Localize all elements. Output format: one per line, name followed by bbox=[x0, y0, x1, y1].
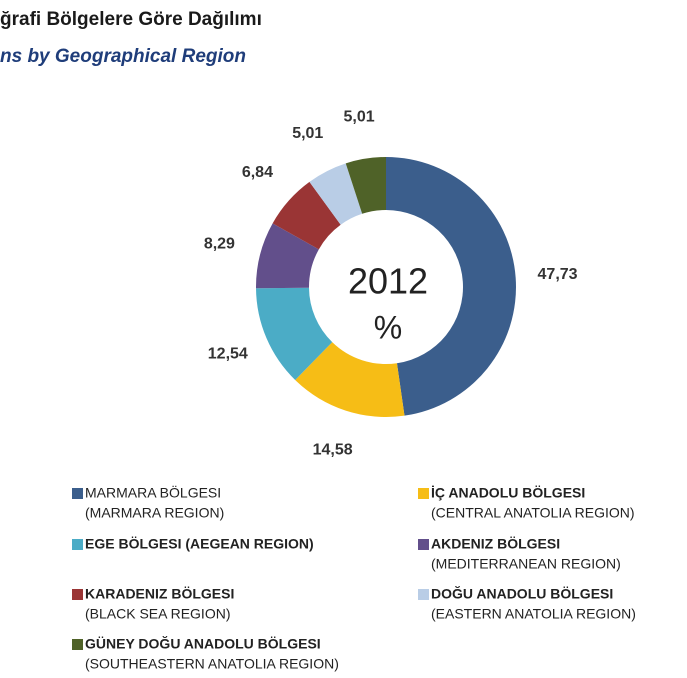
value-label: 5,01 bbox=[292, 125, 323, 142]
chart-title: ğrafi Bölgelere Göre Dağılımı bbox=[0, 9, 262, 30]
donut-slice bbox=[309, 163, 363, 225]
legend-swatch bbox=[72, 639, 83, 650]
donut-slice bbox=[295, 342, 405, 417]
donut-slice bbox=[345, 157, 386, 214]
legend-swatch bbox=[418, 488, 429, 499]
legend-label: (MARMARA REGION) bbox=[85, 505, 224, 521]
legend-label: AKDENIZ BÖLGESI bbox=[431, 536, 560, 552]
legend-label: MARMARA BÖLGESI bbox=[85, 484, 221, 501]
value-label: 8,29 bbox=[204, 235, 235, 252]
legend-label: GÜNEY DOĞU ANADOLU BÖLGESI bbox=[85, 635, 321, 652]
value-label: 12,54 bbox=[208, 346, 248, 363]
legend-label: (CENTRAL ANATOLIA REGION) bbox=[431, 505, 635, 521]
legend-label: (SOUTHEASTERN ANATOLIA REGION) bbox=[85, 656, 339, 672]
value-label: 5,01 bbox=[343, 108, 374, 125]
legend-swatch bbox=[72, 539, 83, 550]
legend-label: (EASTERN ANATOLIA REGION) bbox=[431, 606, 636, 622]
donut-slice bbox=[256, 287, 333, 381]
legend-label: DOĞU ANADOLU BÖLGESI bbox=[431, 585, 613, 602]
donut-slice bbox=[386, 157, 516, 416]
donut-slice bbox=[272, 181, 341, 250]
donut-slice bbox=[256, 223, 319, 289]
value-label: 14,58 bbox=[313, 442, 353, 459]
legend-swatch bbox=[418, 589, 429, 600]
value-label: 6,84 bbox=[242, 164, 273, 181]
legend-label: (BLACK SEA REGION) bbox=[85, 606, 230, 622]
legend-label: (MEDITERRANEAN REGION) bbox=[431, 556, 621, 572]
center-year: 2012 bbox=[348, 261, 428, 302]
legend-swatch bbox=[72, 488, 83, 499]
chart-subtitle: ns by Geographical Region bbox=[0, 46, 246, 67]
legend-swatch bbox=[72, 589, 83, 600]
legend-label: KARADENIZ BÖLGESI bbox=[85, 586, 234, 602]
legend-swatch bbox=[418, 539, 429, 550]
legend-label: İÇ ANADOLU BÖLGESI bbox=[431, 485, 585, 501]
center-unit: % bbox=[374, 309, 402, 345]
value-label: 47,73 bbox=[538, 266, 578, 283]
legend-label: EGE BÖLGESI (AEGEAN REGION) bbox=[85, 536, 314, 552]
